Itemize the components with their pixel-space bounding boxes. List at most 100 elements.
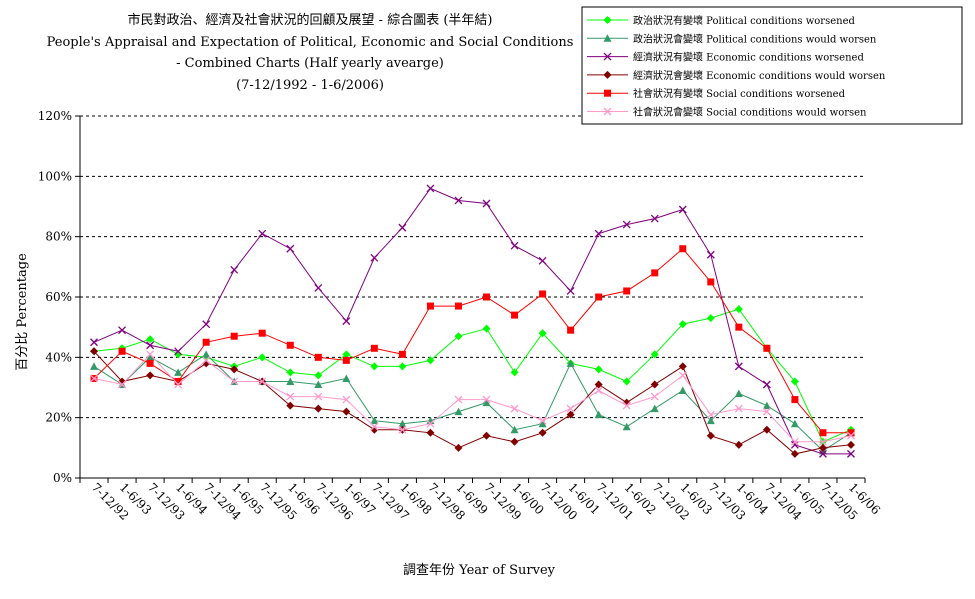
data-point (398, 362, 407, 371)
data-point (819, 429, 827, 437)
data-point (398, 425, 407, 434)
data-point (454, 443, 463, 452)
legend-marker (603, 70, 612, 79)
data-point (426, 302, 434, 310)
data-point (230, 377, 239, 386)
data-point (790, 377, 799, 386)
data-point (370, 422, 379, 431)
legend: 政治狀況有變壞 Political conditions worsened 政治狀… (581, 6, 963, 125)
series-line (93, 247, 851, 434)
data-point (566, 410, 575, 419)
legend-marker (603, 16, 612, 24)
data-point (538, 419, 547, 428)
series-5 (90, 350, 855, 446)
legend-label: 政治狀況有變壞 Political conditions worsened (633, 14, 855, 27)
data-point (202, 356, 211, 365)
y-tick-label: 120% (38, 109, 72, 123)
data-point (370, 425, 379, 434)
data-point (118, 377, 127, 386)
data-point (118, 347, 126, 355)
data-point (454, 196, 463, 205)
data-point (790, 437, 799, 446)
series-4 (90, 245, 855, 437)
data-point (567, 326, 575, 334)
data-point (622, 220, 631, 229)
data-point (651, 269, 659, 277)
data-point (174, 347, 183, 356)
data-point (706, 431, 715, 440)
data-point (566, 404, 575, 413)
legend-entry: 社會狀況有變壞 Social conditions worsened (587, 87, 846, 100)
data-point (426, 356, 435, 365)
series-line (93, 308, 852, 443)
data-point (146, 341, 155, 350)
legend-entry: 政治狀況有變壞 Political conditions worsened (587, 14, 855, 27)
series (90, 184, 855, 458)
data-point (510, 368, 519, 377)
data-point (538, 256, 547, 265)
data-point (847, 431, 855, 440)
data-point (146, 371, 155, 380)
data-point (734, 440, 743, 449)
data-point (342, 407, 351, 416)
data-point (622, 401, 631, 410)
data-point (174, 368, 183, 376)
y-tick-label: 100% (38, 169, 72, 183)
data-point (230, 265, 239, 274)
legend-entry: 政治狀況會變壞 Political conditions would worse… (587, 32, 877, 45)
data-point (202, 350, 211, 358)
data-point (679, 245, 687, 253)
data-point (734, 362, 743, 371)
data-point (146, 350, 155, 359)
grid (80, 115, 865, 419)
data-point (90, 362, 99, 370)
y-tick-label: 20% (45, 411, 72, 425)
data-point (678, 205, 687, 214)
data-point (538, 416, 547, 425)
data-point (483, 293, 491, 301)
data-point (510, 437, 519, 446)
data-point (762, 380, 771, 389)
data-point (118, 380, 127, 389)
data-point (762, 401, 771, 410)
data-point (370, 344, 378, 352)
data-point (146, 335, 155, 344)
y-axis-title: 百分比 Percentage (15, 253, 30, 371)
legend-marker (604, 89, 611, 97)
y-tick-label: 0% (53, 471, 72, 485)
data-point (594, 410, 603, 419)
data-point (734, 404, 743, 413)
data-point (650, 350, 659, 359)
data-point (90, 374, 98, 383)
data-point (258, 229, 267, 238)
data-point (314, 371, 323, 380)
data-point (230, 332, 238, 340)
data-point (258, 329, 266, 337)
data-point (370, 362, 379, 371)
legend-label: 經濟狀況有變壞 Economic conditions worsened (633, 51, 864, 64)
data-point (650, 404, 659, 413)
data-point (762, 425, 771, 434)
data-point (678, 362, 687, 371)
y-tick-label: 80% (45, 230, 72, 244)
data-point (818, 443, 827, 452)
legend-entry: 經濟狀況有變壞 Economic conditions worsened (587, 51, 864, 64)
data-point (735, 323, 743, 331)
data-point (763, 344, 771, 352)
data-point (510, 241, 519, 250)
data-point (146, 359, 154, 367)
data-point (202, 320, 211, 329)
data-point (538, 329, 547, 338)
data-point (762, 407, 771, 416)
data-point (791, 396, 799, 404)
data-point (314, 353, 322, 361)
data-point (174, 377, 182, 385)
title-line-en-3: (7-12/1992 - 1-6/2006) (236, 78, 384, 93)
data-point (678, 386, 687, 395)
x-axis-ticks: 7-12/921-6/937-12/931-6/947-12/941-6/957… (79, 478, 883, 523)
data-point (314, 380, 323, 388)
data-point (454, 332, 463, 341)
legend-label: 政治狀況會變壞 Political conditions would worse… (633, 32, 877, 45)
data-point (846, 440, 855, 449)
title-line-zh: 市民對政治、經濟及社會狀況的回顧及展望 - 綜合圖表 (半年結) (128, 12, 493, 28)
